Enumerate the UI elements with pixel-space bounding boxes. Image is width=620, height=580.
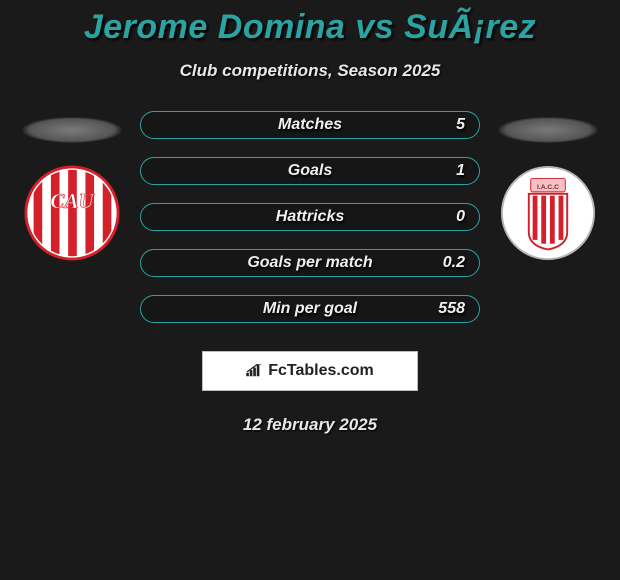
- stat-label: Hattricks: [276, 208, 344, 226]
- stat-label: Goals: [288, 162, 332, 180]
- stat-value-right: 1: [456, 162, 465, 180]
- bar-chart-icon: [246, 364, 264, 378]
- club-right-initials: I.A.C.C: [537, 184, 559, 191]
- stat-row-min-per-goal: Min per goal 558: [140, 295, 480, 323]
- stat-label: Goals per match: [247, 254, 372, 272]
- club-badge-left-svg: CAU: [24, 165, 120, 261]
- stat-value-right: 5: [456, 116, 465, 134]
- stat-label: Matches: [278, 116, 342, 134]
- stat-row-hattricks: Hattricks 0: [140, 203, 480, 231]
- club-badge-left: CAU: [24, 165, 120, 261]
- club-left-initials: CAU: [50, 189, 95, 213]
- stat-label: Min per goal: [263, 300, 357, 318]
- stat-value-right: 0: [456, 208, 465, 226]
- date-text: 12 february 2025: [0, 415, 620, 435]
- subtitle: Club competitions, Season 2025: [0, 61, 620, 81]
- player-right-shadow: [498, 117, 598, 143]
- page-title: Jerome Domina vs SuÃ¡rez: [0, 8, 620, 47]
- club-badge-right: I.A.C.C: [500, 165, 596, 261]
- content-row: CAU Matches 5 Goals 1 Hattricks 0 Goals …: [0, 117, 620, 323]
- player-right: I.A.C.C: [498, 117, 598, 261]
- stat-row-goals: Goals 1: [140, 157, 480, 185]
- fctables-logo[interactable]: FcTables.com: [202, 351, 418, 391]
- stat-value-right: 558: [438, 300, 465, 318]
- player-left: CAU: [22, 117, 122, 261]
- comparison-card: Jerome Domina vs SuÃ¡rez Club competitio…: [0, 0, 620, 435]
- player-left-shadow: [22, 117, 122, 143]
- fctables-logo-text: FcTables.com: [268, 362, 374, 380]
- stat-row-goals-per-match: Goals per match 0.2: [140, 249, 480, 277]
- stat-row-matches: Matches 5: [140, 111, 480, 139]
- stats-column: Matches 5 Goals 1 Hattricks 0 Goals per …: [140, 111, 480, 323]
- stat-value-right: 0.2: [443, 254, 465, 272]
- club-badge-right-svg: I.A.C.C: [500, 165, 596, 261]
